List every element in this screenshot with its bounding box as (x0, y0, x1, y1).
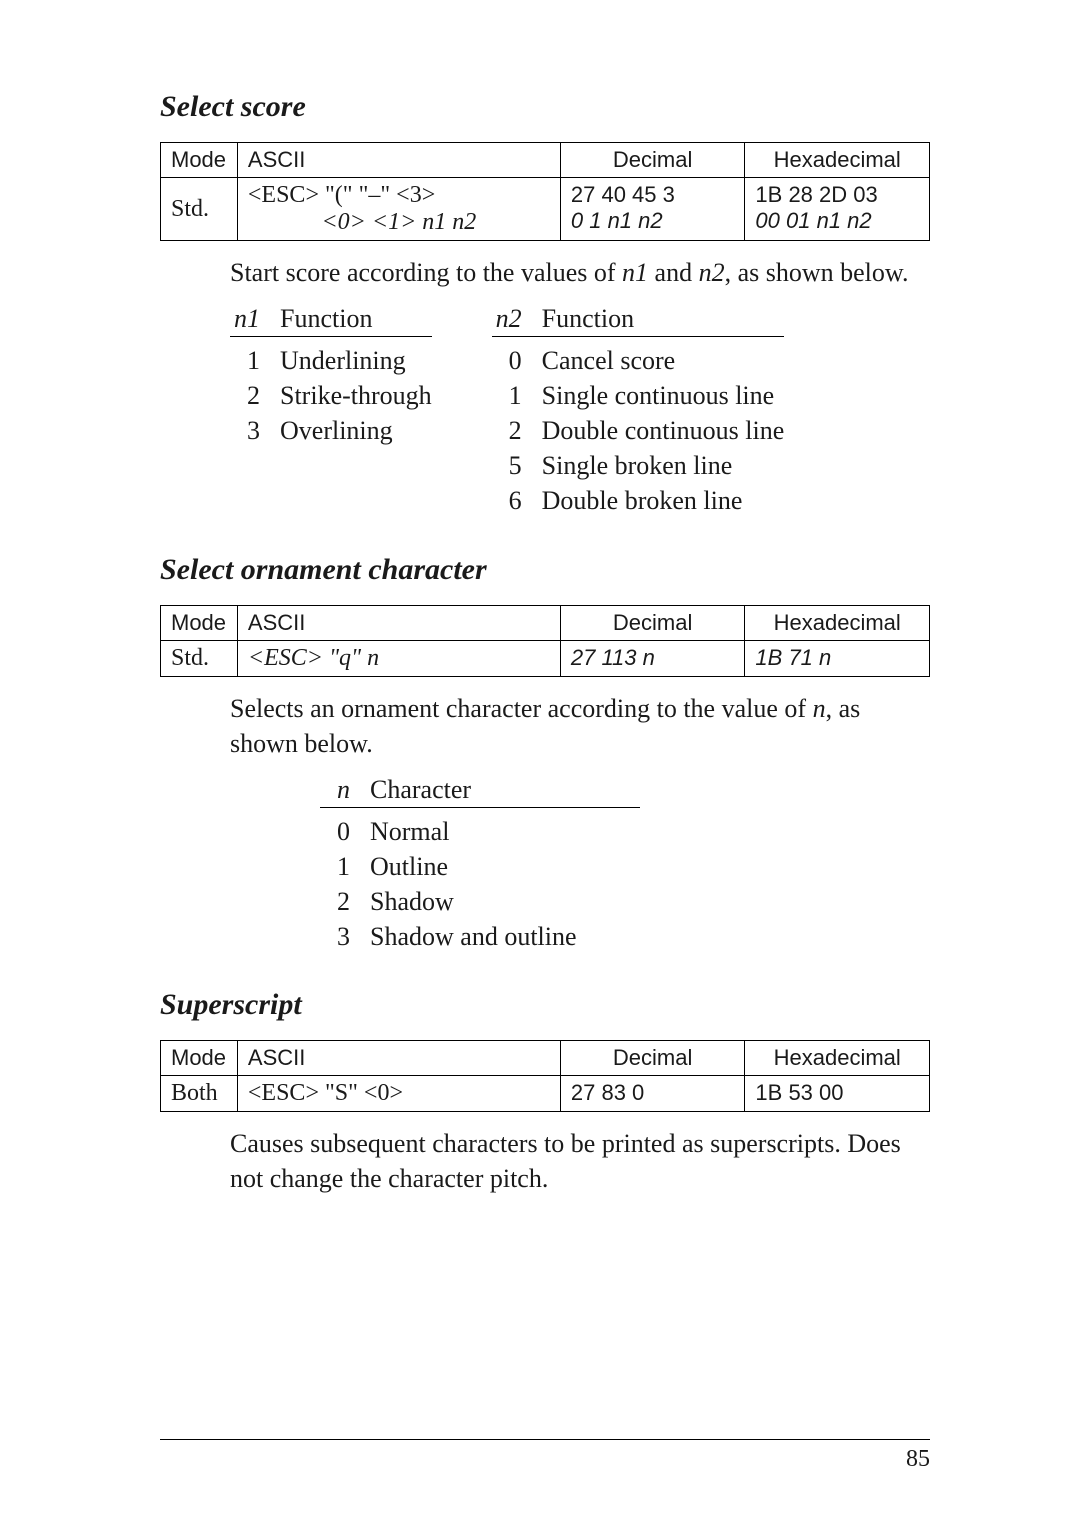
cell-hex: 1B 71 n (745, 640, 930, 676)
n2-label: Double broken line (542, 483, 743, 518)
n1-idx: 2 (230, 378, 260, 413)
cell-mode: Std. (161, 640, 238, 676)
th-dec: Decimal (560, 143, 745, 178)
ascii-line1: <ESC> "(" "–" <3> (248, 182, 550, 209)
cell-dec: 27 83 0 (560, 1076, 745, 1112)
n-label: Outline (370, 849, 448, 884)
page-number: 85 (160, 1439, 930, 1473)
n2-idx: 6 (492, 483, 522, 518)
th-ascii: ASCII (237, 1041, 560, 1076)
cell-ascii: <ESC> "q" n (237, 640, 560, 676)
table-header-row: Mode ASCII Decimal Hexadecimal (161, 143, 930, 178)
table-ornament: Mode ASCII Decimal Hexadecimal Std. <ESC… (160, 605, 930, 677)
cell-ascii: <ESC> "(" "–" <3> <0> <1> n1 n2 (237, 178, 560, 241)
cell-dec: 27 40 45 3 0 1 n1 n2 (560, 178, 745, 241)
th-mode: Mode (161, 1041, 238, 1076)
th-dec: Decimal (560, 1041, 745, 1076)
th-mode: Mode (161, 143, 238, 178)
cell-hex: 1B 53 00 (745, 1076, 930, 1112)
n1-label: Underlining (280, 343, 406, 378)
table-superscript: Mode ASCII Decimal Hexadecimal Both <ESC… (160, 1040, 930, 1112)
th-hex: Hexadecimal (745, 1041, 930, 1076)
table-header-row: Mode ASCII Decimal Hexadecimal (161, 605, 930, 640)
cell-mode: Both (161, 1076, 238, 1112)
n2-function-table: n2 Function 0 Cancel score 1 Single contin… (492, 304, 785, 518)
table-select-score: Mode ASCII Decimal Hexadecimal Std. <ESC… (160, 142, 930, 241)
n1-var: n1 (230, 304, 260, 334)
n-idx: 2 (320, 884, 350, 919)
hex-line2: 00 01 n1 n2 (755, 208, 919, 234)
n-header: Character (370, 775, 471, 805)
cell-ascii: <ESC> "S" <0> (237, 1076, 560, 1112)
n1-label: Strike-through (280, 378, 432, 413)
section-superscript-title: Superscript (160, 988, 930, 1022)
n2-label: Single broken line (542, 448, 733, 483)
n2-label: Cancel score (542, 343, 676, 378)
cell-hex: 1B 28 2D 03 00 01 n1 n2 (745, 178, 930, 241)
table-row: Std. <ESC> "q" n 27 113 n 1B 71 n (161, 640, 930, 676)
ornament-desc: Selects an ornament character according … (230, 691, 930, 761)
n2-idx: 2 (492, 413, 522, 448)
n2-label: Single continuous line (542, 378, 775, 413)
n2-idx: 0 (492, 343, 522, 378)
ascii-line2: <0> <1> n1 n2 (248, 209, 550, 236)
th-hex: Hexadecimal (745, 605, 930, 640)
th-ascii: ASCII (237, 143, 560, 178)
n2-label: Double continuous line (542, 413, 785, 448)
n-label: Normal (370, 814, 449, 849)
n2-header: Function (542, 304, 634, 334)
dec-line1: 27 40 45 3 (571, 182, 735, 208)
n1-header: Function (280, 304, 372, 334)
section-select-score-title: Select score (160, 90, 930, 124)
table-header-row: Mode ASCII Decimal Hexadecimal (161, 1041, 930, 1076)
section-ornament-title: Select ornament character (160, 553, 930, 587)
n-label: Shadow (370, 884, 454, 919)
table-row: Std. <ESC> "(" "–" <3> <0> <1> n1 n2 27 … (161, 178, 930, 241)
n-var: n (320, 775, 350, 805)
th-mode: Mode (161, 605, 238, 640)
th-ascii: ASCII (237, 605, 560, 640)
cell-mode: Std. (161, 178, 238, 241)
n1-idx: 1 (230, 343, 260, 378)
n1-idx: 3 (230, 413, 260, 448)
n2-idx: 5 (492, 448, 522, 483)
n-character-table: n Character 0 Normal 1 Outline 2 Shadow 3 Sh… (320, 775, 640, 954)
superscript-desc: Causes subsequent characters to be print… (230, 1126, 930, 1196)
n-label: Shadow and outline (370, 919, 577, 954)
th-dec: Decimal (560, 605, 745, 640)
select-score-desc: Start score according to the values of n… (230, 255, 930, 290)
th-hex: Hexadecimal (745, 143, 930, 178)
table-row: Both <ESC> "S" <0> 27 83 0 1B 53 00 (161, 1076, 930, 1112)
n2-var: n2 (492, 304, 522, 334)
n-idx: 3 (320, 919, 350, 954)
n-idx: 1 (320, 849, 350, 884)
hex-line1: 1B 28 2D 03 (755, 182, 919, 208)
cell-dec: 27 113 n (560, 640, 745, 676)
n-idx: 0 (320, 814, 350, 849)
n1-function-table: n1 Function 1 Underlining 2 Strike-through… (230, 304, 432, 518)
n1-label: Overlining (280, 413, 393, 448)
n2-idx: 1 (492, 378, 522, 413)
dec-line2: 0 1 n1 n2 (571, 208, 735, 234)
